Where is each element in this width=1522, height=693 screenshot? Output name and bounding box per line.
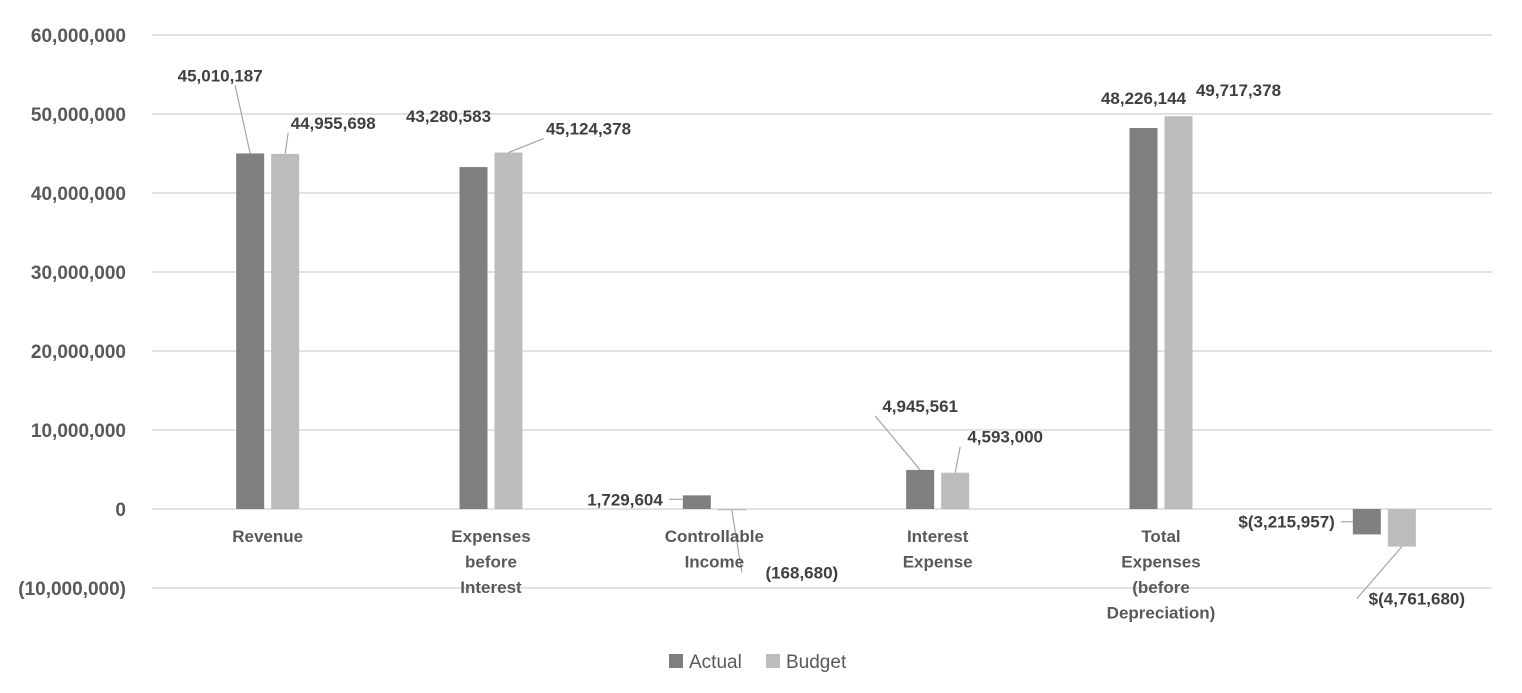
data-label-actual: 43,280,583	[406, 107, 491, 126]
x-category-label: Controllable	[665, 527, 764, 546]
bar-budget	[1387, 509, 1416, 547]
data-label-actual: $(3,215,957)	[1238, 513, 1334, 532]
data-label-budget: 44,955,698	[291, 114, 376, 133]
x-category-label: Expenses	[451, 527, 530, 546]
bars	[236, 116, 1416, 547]
bar-actual	[459, 167, 488, 510]
bar-budget	[717, 509, 746, 511]
bar-actual	[1352, 509, 1381, 535]
x-category-label: Expenses	[1121, 553, 1200, 572]
bar-actual	[236, 153, 265, 509]
x-category-label: Income	[685, 553, 745, 572]
x-category-label: Interest	[460, 578, 522, 597]
y-tick-label: 60,000,000	[31, 26, 126, 47]
bar-actual	[682, 495, 711, 509]
x-category-label: Interest	[907, 527, 969, 546]
x-category-label: Revenue	[232, 527, 303, 546]
bar-budget	[1164, 116, 1193, 509]
data-labels: 45,010,187 43,280,583 1,729,604 4,945,561 48…	[178, 66, 1465, 608]
y-tick-label: 0	[115, 500, 126, 521]
leader-line	[954, 446, 961, 473]
bar-budget	[494, 152, 523, 510]
x-category-label: before	[465, 553, 517, 572]
legend-label-budget: Budget	[786, 652, 847, 673]
y-tick-label: 10,000,000	[31, 421, 126, 442]
x-axis-category-labels: Revenue Expenses before Interest Controllabl…	[232, 527, 1215, 623]
data-label-actual: 1,729,604	[587, 490, 663, 509]
y-tick-label: 50,000,000	[31, 105, 126, 126]
data-label-actual: 45,010,187	[178, 66, 263, 85]
gridlines	[152, 34, 1492, 589]
data-label-budget: 49,717,378	[1196, 81, 1281, 100]
data-label-budget: $(4,761,680)	[1369, 590, 1465, 609]
x-category-label: (before	[1132, 578, 1190, 597]
y-tick-label: 30,000,000	[31, 263, 126, 284]
legend: Actual Budget	[669, 652, 847, 673]
legend-swatch-budget	[766, 654, 780, 668]
data-label-budget: 4,593,000	[967, 428, 1043, 447]
bar-actual	[1129, 128, 1158, 509]
legend-swatch-actual	[669, 654, 683, 668]
data-label-actual: 48,226,144	[1101, 89, 1187, 108]
y-tick-label: 40,000,000	[31, 184, 126, 205]
data-label-budget: 45,124,378	[546, 120, 631, 139]
y-axis-tick-labels: (10,000,000) 0 10,000,000 20,000,000 30,000,…	[18, 26, 126, 600]
leader-line	[874, 415, 921, 471]
x-category-label: Depreciation)	[1107, 604, 1216, 623]
x-category-label: Total	[1141, 527, 1180, 546]
leader-line	[284, 132, 289, 154]
y-tick-label: (10,000,000)	[18, 579, 126, 600]
data-label-leader-lines	[234, 85, 1403, 600]
leader-line	[1356, 546, 1403, 600]
legend-label-actual: Actual	[689, 652, 742, 673]
data-label-actual: 4,945,561	[882, 397, 958, 416]
bar-budget	[941, 472, 970, 509]
leader-line	[731, 510, 743, 573]
x-category-label: Expense	[903, 553, 973, 572]
bar-budget	[271, 153, 300, 510]
bar-actual	[906, 469, 935, 509]
y-tick-label: 20,000,000	[31, 342, 126, 363]
leader-line	[234, 85, 251, 154]
leader-line	[508, 137, 544, 154]
data-label-budget: (168,680)	[765, 563, 838, 582]
